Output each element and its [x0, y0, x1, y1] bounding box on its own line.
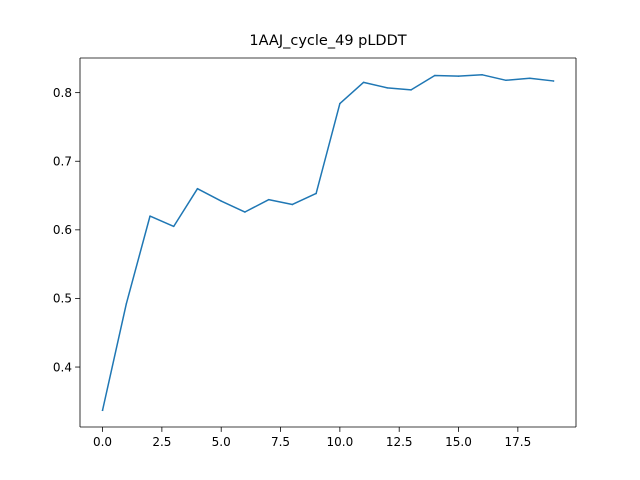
y-tick-label-0: 0.4 — [53, 360, 72, 374]
data-point-0-17 — [505, 79, 507, 82]
x-tick-label-6: 15.0 — [445, 435, 472, 449]
data-point-0-0 — [101, 409, 104, 412]
data-point-0-12 — [386, 87, 389, 89]
x-tick-label-7: 17.5 — [504, 435, 531, 449]
chart-title: 1AAJ_cycle_49 pLDDT — [249, 33, 407, 49]
y-tick-label-2: 0.6 — [53, 223, 72, 237]
data-point-0-19 — [552, 80, 555, 82]
data-point-0-11 — [362, 81, 365, 84]
y-tick-label-4: 0.8 — [53, 86, 72, 100]
x-tick-label-4: 10.0 — [327, 435, 354, 449]
x-tick-label-5: 12.5 — [386, 435, 413, 449]
data-point-0-7 — [267, 198, 270, 201]
data-point-0-13 — [410, 89, 412, 91]
data-point-0-14 — [434, 74, 436, 77]
data-point-0-3 — [172, 225, 175, 228]
x-tick-label-3: 7.5 — [271, 435, 290, 449]
x-tick-label-2: 5.0 — [212, 435, 231, 449]
y-tick-label-1: 0.5 — [53, 292, 72, 306]
data-point-0-5 — [220, 200, 222, 202]
data-point-0-10 — [339, 102, 341, 105]
data-point-0-8 — [291, 203, 294, 206]
x-tick-label-1: 2.5 — [152, 435, 171, 449]
y-tick-label-3: 0.7 — [53, 155, 72, 169]
data-point-0-6 — [244, 211, 246, 213]
data-point-0-18 — [528, 77, 531, 79]
x-tick-label-0: 0.0 — [93, 435, 112, 449]
series-line-0 — [101, 74, 555, 412]
data-point-0-9 — [315, 192, 317, 195]
data-point-0-2 — [149, 215, 151, 217]
data-point-0-16 — [481, 74, 484, 76]
data-point-0-15 — [457, 75, 460, 77]
data-point-0-1 — [125, 303, 128, 305]
data-point-0-4 — [196, 187, 199, 190]
